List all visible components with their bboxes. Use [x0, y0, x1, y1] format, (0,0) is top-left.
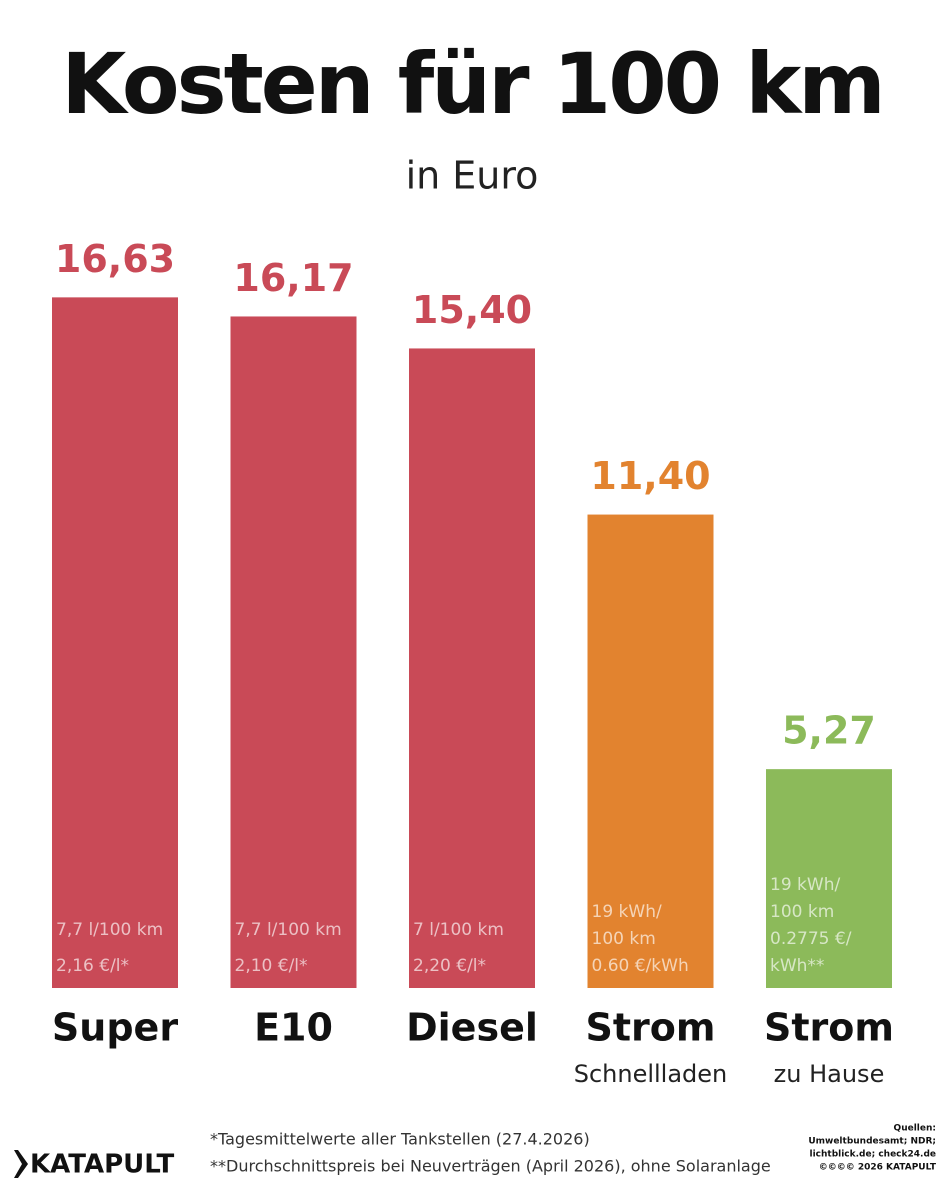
source: Umweltbundesamt; NDR;: [808, 1137, 936, 1147]
bar-note: 7,7 l/100 km: [235, 920, 342, 940]
bar-note: 2,10 €/l*: [235, 956, 308, 976]
bar-note: 7,7 l/100 km: [56, 920, 163, 940]
x-tick-label: Strom: [586, 1006, 716, 1050]
bar-note: 0.60 €/kWh: [592, 956, 689, 976]
bar: [766, 769, 892, 988]
bar-note: 100 km: [770, 902, 834, 922]
value-label: 5,27: [782, 709, 876, 753]
bar: [52, 297, 178, 989]
value-label: 16,63: [55, 237, 175, 281]
source: Quellen:: [894, 1124, 936, 1134]
x-tick-label: E10: [254, 1006, 333, 1050]
logo-icon: [14, 1150, 28, 1178]
source: lichtblick.de; check24.de: [809, 1150, 936, 1160]
value-label: 15,40: [412, 288, 532, 332]
bar: [587, 514, 714, 988]
bar-note: 19 kWh/: [592, 902, 662, 922]
footnote: *Tagesmittelwerte aller Tankstellen (27.…: [210, 1130, 590, 1149]
bar-note: 2,20 €/l*: [413, 956, 486, 976]
x-tick-sublabel: Schnellladen: [574, 1060, 728, 1088]
logo: KATAPULT: [30, 1150, 175, 1180]
footnote: **Durchschnittspreis bei Neuverträgen (A…: [210, 1157, 771, 1176]
bar-note: 7 l/100 km: [413, 920, 504, 940]
bar-note: 100 km: [592, 929, 656, 949]
chart-subtitle: in Euro: [406, 154, 539, 198]
source: ©©©© 2026 KATAPULT: [819, 1163, 937, 1173]
x-tick-label: Super: [52, 1006, 178, 1050]
bar-note: 0.2775 €/: [770, 929, 852, 949]
chart-title: Kosten für 100 km: [61, 35, 882, 133]
value-label: 16,17: [233, 256, 353, 300]
bar: [230, 316, 357, 988]
bar: [409, 348, 535, 989]
x-tick-label: Diesel: [406, 1006, 538, 1050]
bar-note: 2,16 €/l*: [56, 956, 129, 976]
bar-note: 19 kWh/: [770, 875, 840, 895]
x-tick-sublabel: zu Hause: [774, 1060, 885, 1088]
bar-note: kWh**: [770, 956, 824, 976]
value-label: 11,40: [590, 454, 710, 498]
x-tick-label: Strom: [764, 1006, 894, 1050]
